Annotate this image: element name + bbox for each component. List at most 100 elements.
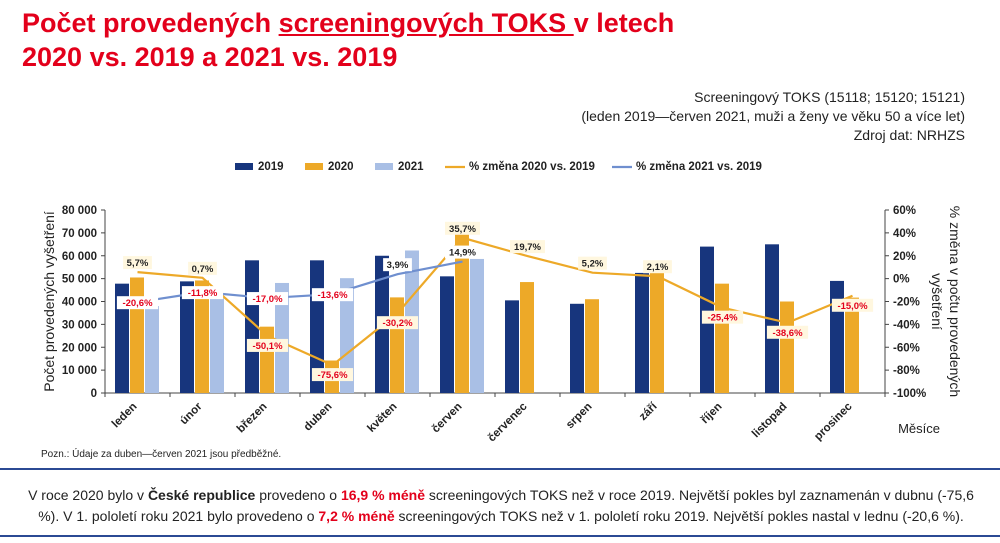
y-tick-label-left: 70 000 (62, 228, 97, 240)
data-label-bg (116, 296, 159, 310)
legend-label: 2019 (258, 161, 284, 173)
bar-2021 (340, 278, 354, 393)
data-label-bg (311, 368, 354, 382)
data-label: -20,6% (122, 298, 153, 309)
data-label: -13,6% (317, 290, 348, 301)
bar-2019 (635, 272, 649, 393)
y-tick-label-left: 30 000 (62, 319, 97, 331)
y-tick-label-right: 20% (893, 251, 916, 263)
data-label: 5,2% (582, 259, 604, 270)
divider-bottom (0, 535, 1000, 537)
data-label-bg (766, 325, 809, 339)
bar-2021 (470, 258, 484, 393)
bar-2019 (180, 281, 194, 393)
data-label-bg (701, 310, 744, 324)
bar-2020 (195, 280, 209, 393)
x-tick-label: srpen (564, 401, 595, 432)
y-tick-label-left: 10 000 (62, 365, 97, 377)
data-label: -50,1% (252, 341, 283, 352)
bar-2020 (130, 277, 144, 393)
summary-decrease-2021: 7,2 % méně (318, 508, 395, 524)
x-tick-label: duben (302, 401, 335, 434)
y-tick-label-left: 60 000 (62, 251, 97, 263)
data-label: 5,7% (127, 258, 149, 269)
y-tick-label-left: 80 000 (62, 205, 97, 217)
combo-chart: 0 10 000 20 000 30 000 40 000 50 000 60 000 70 … (41, 161, 963, 444)
data-label: -30,2% (382, 318, 413, 329)
bar-2020 (715, 283, 729, 393)
title-line-2: 2020 vs. 2019 a 2021 vs. 2019 (22, 42, 398, 72)
title-part-2: screeningových TOKS (278, 8, 574, 38)
data-label-bg (376, 316, 419, 330)
y-tick-label-right: -20% (893, 297, 920, 309)
data-label-bg (643, 260, 672, 274)
title-part-3: v letech (573, 8, 675, 38)
y-tick-label-left: 50 000 (62, 274, 97, 286)
x-axis-title: Měsíce (898, 421, 940, 436)
data-label: 2,1% (647, 262, 669, 273)
bar-2019 (115, 283, 129, 393)
legend-swatch (305, 163, 323, 170)
meta-line-2: (leden 2019—červen 2021, muži a ženy ve … (581, 108, 965, 124)
y-tick-label-left: 0 (91, 388, 97, 400)
data-label: 3,9% (387, 260, 409, 271)
legend-label: % změna 2021 vs. 2019 (636, 161, 762, 173)
data-label-bg (578, 256, 607, 270)
data-label: -15,0% (837, 301, 868, 312)
legend-swatch (235, 163, 253, 170)
bar-2021 (210, 294, 224, 393)
y-tick-label-right: -60% (893, 342, 920, 354)
y-tick-label-right: 40% (893, 228, 916, 240)
x-tick-label: leden (110, 401, 140, 431)
bar-2020 (650, 270, 664, 393)
data-label-bg (311, 288, 354, 302)
data-label: -38,6% (772, 328, 803, 339)
data-label: -11,8% (188, 288, 218, 299)
data-label-bg (123, 256, 152, 270)
y-tick-label-right: 0% (893, 274, 910, 286)
bar-2020 (455, 232, 469, 393)
line-series-2020 (137, 236, 853, 367)
summary-part-7: screeningových TOKS než v 1. pololetí ro… (394, 508, 964, 524)
x-tick-label: listopad (750, 401, 790, 441)
x-tick-label: prosinec (812, 400, 855, 443)
bar-2020 (845, 297, 859, 393)
data-label-bg (246, 292, 289, 306)
legend-swatch (375, 163, 393, 170)
bar-2019 (505, 300, 519, 393)
y-axis-title-right: % změna v počtu provedenýchvyšetření (929, 206, 963, 397)
x-tick-label: červen (430, 401, 465, 436)
bar-2020 (780, 301, 794, 393)
data-label-bg (445, 221, 480, 235)
bar-2019 (570, 303, 584, 393)
summary-decrease-2020: 16,9 % méně (340, 487, 426, 503)
data-label: -17,0% (252, 294, 283, 305)
data-label: 19,7% (514, 242, 541, 253)
footnote: Pozn.: Údaje za duben—červen 2021 jsou p… (41, 449, 282, 460)
y-tick-label-left: 20 000 (62, 342, 97, 354)
data-label: -75,6% (317, 370, 348, 381)
data-label-bg (181, 286, 224, 300)
legend-label: % změna 2020 vs. 2019 (469, 161, 595, 173)
bar-2020 (520, 282, 534, 393)
data-label: -25,4% (707, 313, 738, 324)
data-label-bg (510, 240, 545, 254)
page-title: Počet provedených screeningových TOKS v … (22, 6, 674, 74)
summary-text: V roce 2020 bylo v České republice prove… (22, 485, 980, 527)
y-tick-label-right: -80% (893, 365, 920, 377)
bar-2020 (390, 297, 404, 393)
y-axis-title-left: Počet provedených vyšetření (41, 211, 57, 392)
data-label-bg (831, 298, 874, 312)
x-tick-label: březen (235, 401, 270, 436)
x-tick-label: září (637, 400, 660, 423)
bar-2019 (830, 280, 844, 393)
divider-top (0, 468, 1000, 470)
data-label: 0,7% (192, 264, 214, 275)
data-label-bg (246, 338, 289, 352)
summary-country: České republice (147, 487, 256, 503)
legend-label: 2021 (398, 161, 424, 173)
meta-line-3: Zdroj dat: NRHZS (853, 127, 965, 143)
summary-part-3: provedeno o (255, 487, 341, 503)
x-tick-label: únor (178, 400, 205, 427)
x-tick-label: říjen (699, 401, 725, 427)
